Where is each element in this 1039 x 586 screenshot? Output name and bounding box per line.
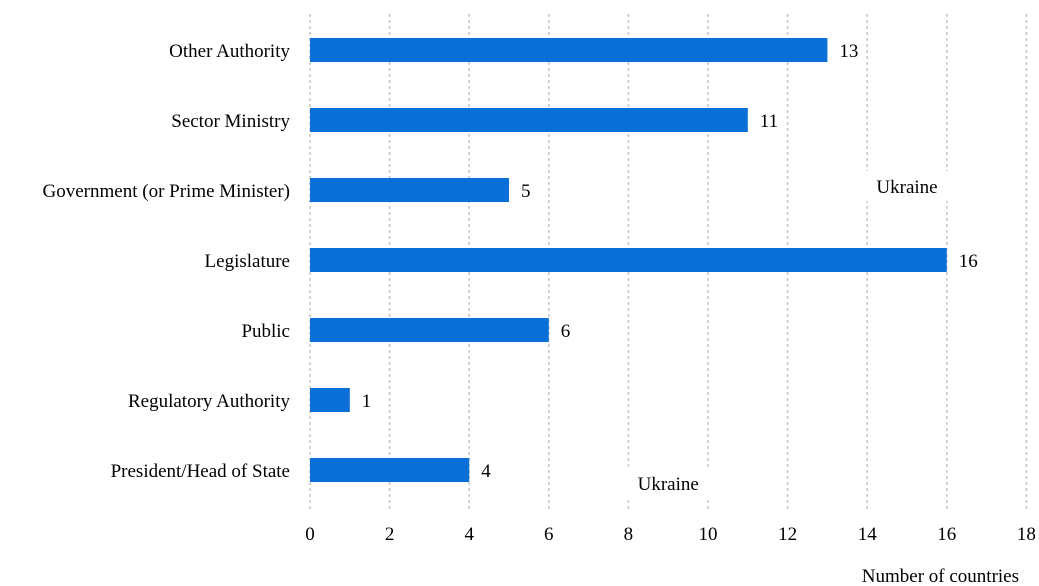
x-tick-label-0: 0 <box>305 524 315 545</box>
category-label: President/Head of State <box>111 461 290 482</box>
x-tick-label-4: 4 <box>464 524 474 545</box>
value-label: 11 <box>760 111 778 132</box>
bars <box>310 38 947 482</box>
bar-other-authority <box>310 38 828 62</box>
category-label: Sector Ministry <box>171 111 290 132</box>
x-tick-labels: 0 2 4 6 8 10 12 14 16 18 <box>305 524 1036 545</box>
x-tick-label-6: 6 <box>544 524 554 545</box>
x-tick-label-10: 10 <box>699 524 718 545</box>
x-tick-label-2: 2 <box>385 524 395 545</box>
value-label: 5 <box>521 181 531 202</box>
x-axis-title: Number of countries <box>862 566 1019 586</box>
bar-public <box>310 318 549 342</box>
value-label: 16 <box>959 251 978 272</box>
bar-legislature <box>310 248 947 272</box>
category-label: Government (or Prime Minister) <box>43 181 290 202</box>
category-label: Regulatory Authority <box>128 391 291 412</box>
annotation-label: Ukraine <box>638 474 699 495</box>
category-label: Public <box>241 321 290 342</box>
annotation-background <box>861 171 953 201</box>
x-tick-label-14: 14 <box>858 524 878 545</box>
value-label: 6 <box>561 321 571 342</box>
bar-government-or-prime-minister- <box>310 178 509 202</box>
annotation-label: Ukraine <box>876 177 937 198</box>
value-labels: 13 11 5 16 6 1 4 <box>362 41 978 482</box>
bar-sector-ministry <box>310 108 748 132</box>
value-label: 4 <box>481 461 491 482</box>
category-label: Legislature <box>205 251 290 272</box>
annotations: Ukraine Ukraine <box>622 171 953 498</box>
x-tick-label-12: 12 <box>778 524 797 545</box>
value-label: 1 <box>362 391 372 412</box>
annotation-background <box>622 468 715 498</box>
bar-president-head-of-state <box>310 458 470 482</box>
x-tick-label-8: 8 <box>624 524 634 545</box>
category-label: Other Authority <box>169 41 290 62</box>
bar-regulatory-authority <box>310 388 350 412</box>
x-tick-label-16: 16 <box>937 524 956 545</box>
value-label: 13 <box>839 41 858 62</box>
category-labels: Other Authority Sector Ministry Government… <box>43 41 291 482</box>
x-tick-label-18: 18 <box>1017 524 1036 545</box>
